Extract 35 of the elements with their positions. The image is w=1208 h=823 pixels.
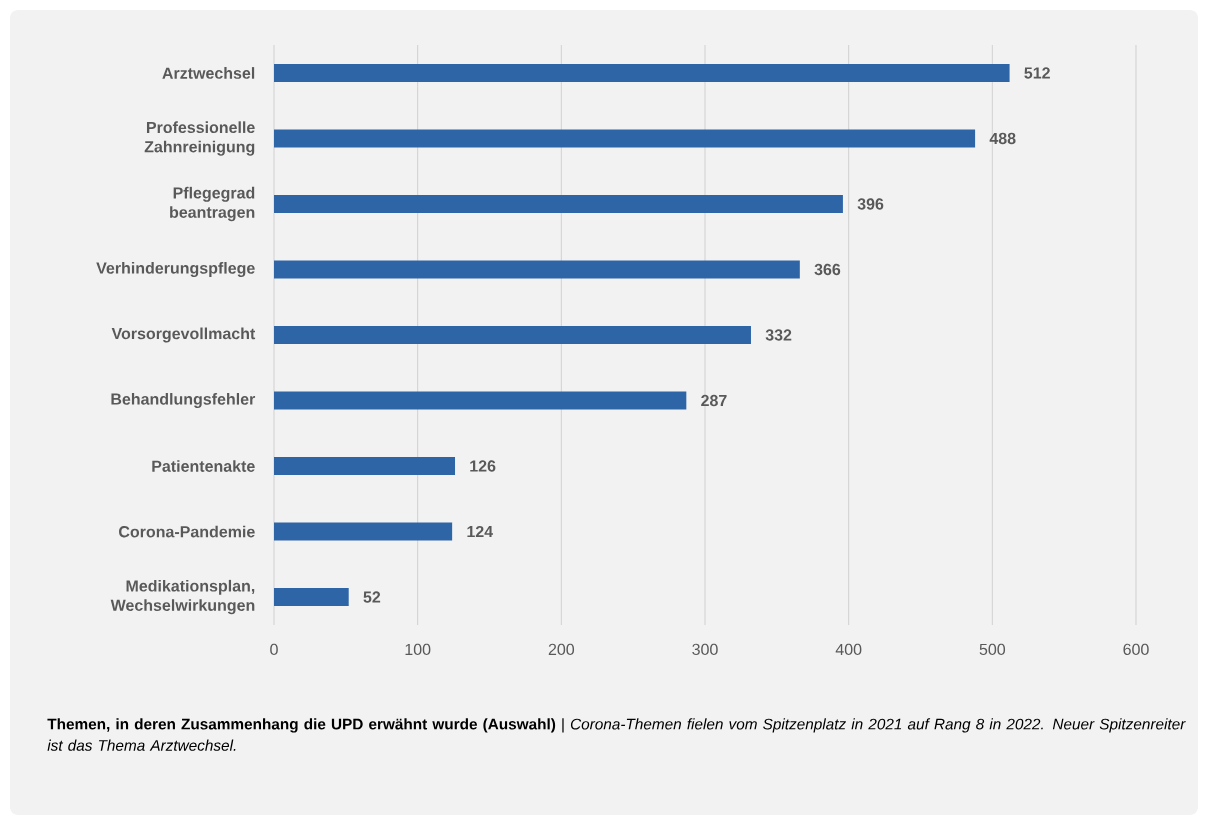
bar bbox=[274, 63, 1010, 82]
chart-title: Themen, in deren Zusammenhang die UPD erwähnt wurde (Auswahl) | Corona-Themen fielen vom Spitzenplatz in 2021 auf Rang 8 in 2022. Neuer Spitzenreiter ist das Thema Arztwechsel. bbox=[47, 718, 1186, 751]
bar bbox=[274, 129, 976, 148]
data-label: 488 bbox=[989, 132, 1016, 145]
x-tick-label: 500 bbox=[979, 643, 1006, 656]
data-label: 287 bbox=[701, 394, 727, 407]
y-tick-label: Patientenakte bbox=[152, 460, 255, 472]
bar bbox=[274, 194, 843, 213]
data-label: 124 bbox=[467, 525, 494, 538]
y-tick-label: Vorsorgevollmacht bbox=[111, 327, 256, 343]
data-label: 396 bbox=[857, 198, 884, 210]
y-tick-label: Verhinderungspflege bbox=[96, 262, 255, 277]
data-label: 512 bbox=[1024, 67, 1050, 79]
y-tick-label: Professionelle Zahnreinigung bbox=[144, 121, 255, 156]
data-label: 52 bbox=[363, 591, 381, 603]
x-tick-label: 100 bbox=[405, 643, 431, 656]
x-tick-label: 300 bbox=[692, 643, 718, 656]
data-label: 366 bbox=[814, 263, 841, 276]
data-label: 126 bbox=[470, 460, 496, 472]
y-tick-label: Behandlungsfehler bbox=[111, 393, 256, 408]
y-tick-label: Pflegegrad beantragen bbox=[170, 186, 255, 222]
bar bbox=[274, 260, 800, 279]
x-tick-label: 400 bbox=[835, 643, 862, 656]
y-tick-label: Medikationsplan, Wechselwirkungen bbox=[110, 579, 255, 615]
bar bbox=[274, 522, 453, 541]
y-tick-label: Arztwechsel bbox=[162, 67, 255, 79]
bar bbox=[274, 457, 456, 476]
x-tick-label: 600 bbox=[1123, 643, 1149, 656]
bar bbox=[274, 588, 349, 607]
x-tick-label: 0 bbox=[270, 643, 278, 656]
y-tick-label: Corona-Pandemie bbox=[119, 525, 255, 538]
bar bbox=[274, 326, 751, 344]
bar bbox=[274, 391, 687, 410]
data-label: 332 bbox=[765, 329, 792, 341]
x-tick-label: 200 bbox=[548, 643, 575, 656]
